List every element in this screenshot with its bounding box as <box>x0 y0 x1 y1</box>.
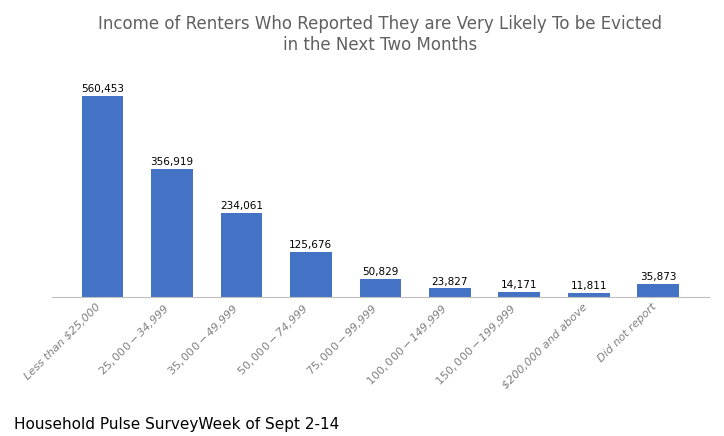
Bar <box>637 284 679 297</box>
Bar <box>498 292 540 297</box>
Bar <box>290 252 332 297</box>
Bar <box>151 169 193 297</box>
Text: 50,829: 50,829 <box>362 267 398 277</box>
Text: Household Pulse SurveyWeek of Sept 2-14: Household Pulse SurveyWeek of Sept 2-14 <box>14 417 340 432</box>
Bar <box>221 213 262 297</box>
Bar <box>360 279 401 297</box>
Text: 125,676: 125,676 <box>290 240 332 250</box>
Title: Income of Renters Who Reported They are Very Likely To be Evicted
in the Next Tw: Income of Renters Who Reported They are … <box>98 15 662 54</box>
Text: 35,873: 35,873 <box>640 272 676 283</box>
Bar <box>429 288 471 297</box>
Text: 23,827: 23,827 <box>432 277 468 287</box>
Text: 14,171: 14,171 <box>501 280 537 290</box>
Text: 234,061: 234,061 <box>220 201 263 211</box>
Text: 356,919: 356,919 <box>151 157 193 167</box>
Bar <box>82 96 123 297</box>
Bar <box>568 293 610 297</box>
Text: 560,453: 560,453 <box>81 85 124 94</box>
Text: 11,811: 11,811 <box>571 281 607 291</box>
